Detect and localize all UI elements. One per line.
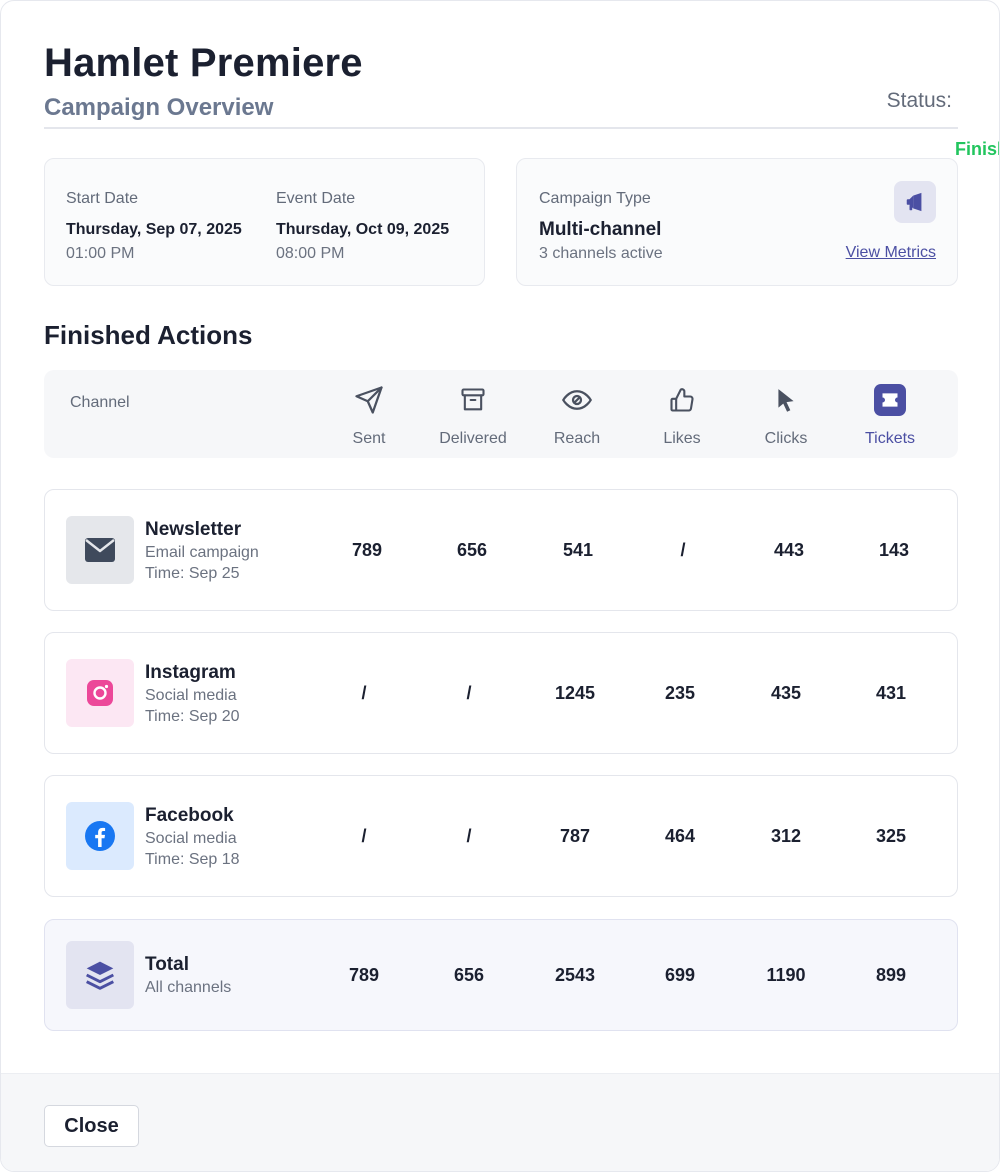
column-tickets: Tickets — [840, 384, 940, 448]
value-tickets: 143 — [878, 540, 910, 560]
value-tickets: 325 — [875, 826, 907, 846]
channel-time: Time: Sep 18 — [145, 851, 240, 868]
section-title: Finished Actions — [44, 320, 253, 350]
total-reach: 2543 — [554, 965, 596, 985]
value-sent: 789 — [351, 540, 383, 560]
column-channel: Channel — [70, 394, 130, 411]
channel-subtitle: Social media — [145, 830, 237, 847]
column-likes: Likes — [632, 384, 732, 448]
cursor-icon — [736, 384, 836, 416]
value-clicks: 312 — [770, 826, 802, 846]
total-label: Total — [145, 954, 189, 975]
column-sent: Sent — [319, 384, 419, 448]
close-button[interactable]: Close — [44, 1105, 139, 1147]
value-likes: 235 — [664, 683, 696, 703]
value-clicks: 435 — [770, 683, 802, 703]
instagram-icon — [66, 659, 134, 727]
megaphone-icon — [894, 181, 936, 223]
column-clicks: Clicks — [736, 384, 836, 448]
total-clicks: 1190 — [766, 965, 806, 985]
event-date-value: Thursday, Oct 09, 2025 — [276, 221, 450, 238]
value-delivered: 656 — [456, 540, 488, 560]
dates-card: Start Date Thursday, Sep 07, 2025 01:00 … — [44, 158, 485, 286]
thumbs-up-icon — [632, 384, 732, 416]
channel-name: Facebook — [145, 805, 234, 826]
value-reach: 787 — [559, 826, 591, 846]
channel-name: Instagram — [145, 662, 236, 683]
event-time-value: 08:00 PM — [276, 245, 345, 262]
total-delivered: 656 — [453, 965, 485, 985]
value-sent: / — [361, 826, 367, 846]
value-delivered: / — [466, 683, 472, 703]
start-date-value: Thursday, Sep 07, 2025 — [66, 221, 242, 238]
value-likes: / — [680, 540, 686, 560]
start-date-label: Start Date — [66, 190, 139, 207]
total-subtitle: All channels — [145, 979, 232, 996]
value-delivered: / — [466, 826, 472, 846]
value-sent: / — [361, 683, 367, 703]
column-label: Likes — [663, 430, 701, 447]
value-tickets: 431 — [875, 683, 907, 703]
table-row-facebook: Facebook Social media Time: Sep 18 / / 7… — [44, 775, 958, 897]
value-reach: 1245 — [554, 683, 596, 703]
table-row-total: Total All channels 789 656 2543 699 1190… — [44, 919, 958, 1031]
channel-subtitle: Social media — [145, 687, 237, 704]
column-label: Delivered — [439, 430, 507, 447]
campaign-type-value: Multi-channel — [539, 219, 662, 240]
campaign-subtitle: Campaign Overview — [44, 94, 274, 121]
view-metrics-link[interactable]: View Metrics — [845, 244, 936, 261]
value-clicks: 443 — [773, 540, 805, 560]
status-indicator: Status: Finished — [886, 89, 999, 159]
ticket-icon — [874, 384, 906, 416]
status-label: Status: — [886, 89, 952, 112]
value-likes: 464 — [664, 826, 696, 846]
column-label: Clicks — [764, 430, 808, 447]
column-label: Sent — [352, 430, 386, 447]
table-header: Channel Sent Delivered Reach Likes — [44, 370, 958, 458]
archive-icon — [423, 384, 523, 416]
column-delivered: Delivered — [423, 384, 523, 448]
channel-time: Time: Sep 25 — [145, 565, 240, 582]
channels-active-text: 3 channels active — [539, 245, 663, 262]
channel-name: Newsletter — [145, 519, 242, 540]
campaign-title: Hamlet Premiere — [44, 41, 363, 85]
total-sent: 789 — [348, 965, 380, 985]
channel-time: Time: Sep 20 — [145, 708, 240, 725]
value-reach: 541 — [562, 540, 594, 560]
event-date-label: Event Date — [276, 190, 356, 207]
table-row-instagram: Instagram Social media Time: Sep 20 / / … — [44, 632, 958, 754]
campaign-type-card: Campaign Type Multi-channel 3 channels a… — [516, 158, 958, 286]
column-label: Tickets — [864, 430, 916, 447]
channel-subtitle: Email campaign — [145, 544, 259, 561]
start-time-value: 01:00 PM — [66, 245, 135, 262]
status-value: Finished — [954, 139, 999, 159]
modal-footer: Close — [1, 1073, 999, 1171]
mail-icon — [66, 516, 134, 584]
column-reach: Reach — [527, 384, 627, 448]
column-label: Reach — [553, 430, 601, 447]
total-tickets: 899 — [875, 965, 907, 985]
facebook-icon — [66, 802, 134, 870]
campaign-type-label: Campaign Type — [539, 190, 651, 207]
eye-icon — [527, 384, 627, 416]
modal-header: Hamlet Premiere Campaign Overview Status… — [44, 39, 999, 159]
send-icon — [319, 384, 419, 416]
layers-icon — [66, 941, 134, 1009]
table-row-newsletter: Newsletter Email campaign Time: Sep 25 7… — [44, 489, 958, 611]
total-likes: 699 — [664, 965, 696, 985]
